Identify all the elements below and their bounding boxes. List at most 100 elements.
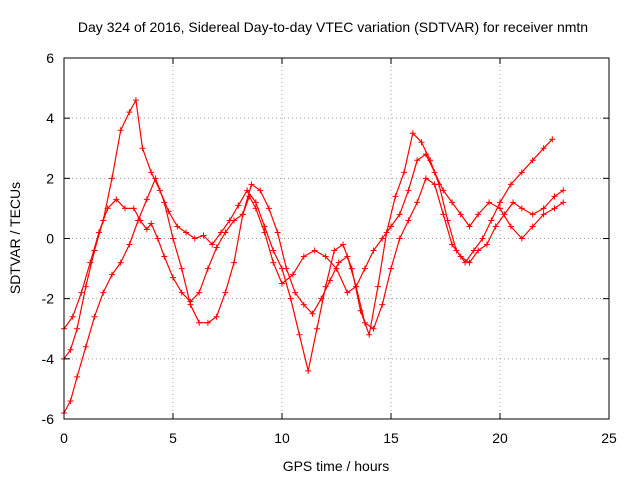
series-line — [63, 177, 564, 414]
data-point — [154, 235, 161, 242]
data-point — [361, 265, 368, 272]
data-point — [322, 253, 329, 260]
data-point — [379, 235, 386, 242]
data-point — [309, 310, 316, 317]
data-point — [353, 283, 360, 290]
data-point — [449, 199, 456, 206]
data-point — [379, 301, 386, 308]
data-point — [440, 187, 447, 194]
data-point — [466, 259, 473, 266]
data-point — [235, 202, 242, 209]
data-point — [226, 217, 233, 224]
y-tick-label: 4 — [46, 110, 54, 126]
data-point — [67, 346, 74, 353]
grid-lines — [64, 58, 609, 419]
data-point — [200, 232, 207, 239]
data-point — [117, 127, 124, 134]
data-point — [529, 223, 536, 230]
data-point — [82, 283, 89, 290]
data-point — [422, 175, 429, 182]
series-line — [63, 99, 553, 372]
data-point — [396, 235, 403, 242]
data-point — [479, 235, 486, 242]
data-point — [126, 241, 133, 248]
data-point — [449, 241, 456, 248]
data-point — [414, 199, 421, 206]
data-point — [178, 289, 185, 296]
x-tick-label: 0 — [60, 430, 68, 446]
data-point — [183, 229, 190, 236]
y-tick-label: -6 — [42, 411, 55, 427]
data-point — [108, 175, 115, 182]
y-tick-label: 6 — [46, 50, 54, 66]
data-point — [344, 253, 351, 260]
data-point — [274, 229, 281, 236]
data-point — [370, 247, 377, 254]
data-point — [507, 181, 514, 188]
data-point — [91, 313, 98, 320]
data-point — [549, 136, 556, 143]
data-point — [370, 325, 377, 332]
data-point — [148, 220, 155, 227]
data-point — [383, 229, 390, 236]
data-point — [196, 289, 203, 296]
data-point — [270, 247, 277, 254]
chart-title: Day 324 of 2016, Sidereal Day-to-day VTE… — [78, 19, 588, 35]
data-point — [117, 259, 124, 266]
data-point — [475, 247, 482, 254]
data-point — [518, 169, 525, 176]
data-point — [518, 235, 525, 242]
data-point — [340, 241, 347, 248]
data-point — [196, 319, 203, 326]
data-point — [204, 319, 211, 326]
data-point — [248, 181, 255, 188]
data-point — [108, 271, 115, 278]
data-point — [418, 139, 425, 146]
data-point — [67, 397, 74, 404]
series-track-a — [61, 151, 567, 332]
x-tick-label: 10 — [274, 430, 290, 446]
data-point — [91, 247, 98, 254]
data-point — [222, 289, 229, 296]
data-point — [409, 130, 416, 137]
data-point — [540, 211, 547, 218]
data-point — [279, 280, 285, 287]
series-track-c — [61, 175, 567, 416]
data-point — [213, 313, 220, 320]
data-point — [388, 265, 394, 272]
data-point — [143, 196, 150, 203]
data-point — [401, 169, 408, 176]
x-axis-tick-labels: 0 5 10 15 20 25 — [60, 430, 617, 446]
data-point — [213, 244, 220, 251]
data-point — [100, 289, 107, 296]
x-tick-label: 20 — [492, 430, 508, 446]
data-point — [74, 325, 81, 332]
data-point — [283, 265, 290, 272]
data-point — [551, 193, 558, 200]
data-point — [507, 223, 514, 230]
data-point — [178, 265, 185, 272]
data-point — [69, 313, 76, 320]
data-point — [392, 193, 399, 200]
data-point — [501, 211, 508, 218]
data-layer — [61, 97, 567, 416]
data-point — [305, 367, 312, 374]
data-point — [414, 157, 421, 164]
data-point — [252, 199, 259, 206]
data-point — [204, 265, 211, 272]
data-point — [100, 217, 107, 224]
data-point — [174, 223, 181, 230]
data-point — [130, 205, 137, 212]
data-point — [161, 253, 168, 260]
data-point — [405, 217, 412, 224]
data-point — [444, 217, 451, 224]
data-point — [560, 187, 567, 194]
data-point — [366, 331, 373, 338]
data-point — [457, 211, 464, 218]
x-tick-label: 25 — [601, 430, 617, 446]
data-point — [170, 274, 176, 281]
data-point — [135, 217, 142, 224]
data-point — [335, 259, 342, 266]
data-point — [300, 301, 307, 308]
data-point — [486, 199, 493, 206]
